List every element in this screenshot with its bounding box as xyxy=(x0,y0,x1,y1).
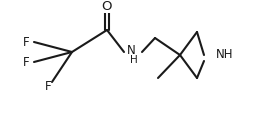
Text: O: O xyxy=(102,0,112,13)
Text: F: F xyxy=(45,80,51,93)
Text: H: H xyxy=(130,55,138,65)
Text: F: F xyxy=(23,55,29,69)
Text: F: F xyxy=(23,36,29,48)
Text: NH: NH xyxy=(216,48,233,61)
Text: N: N xyxy=(127,44,135,57)
